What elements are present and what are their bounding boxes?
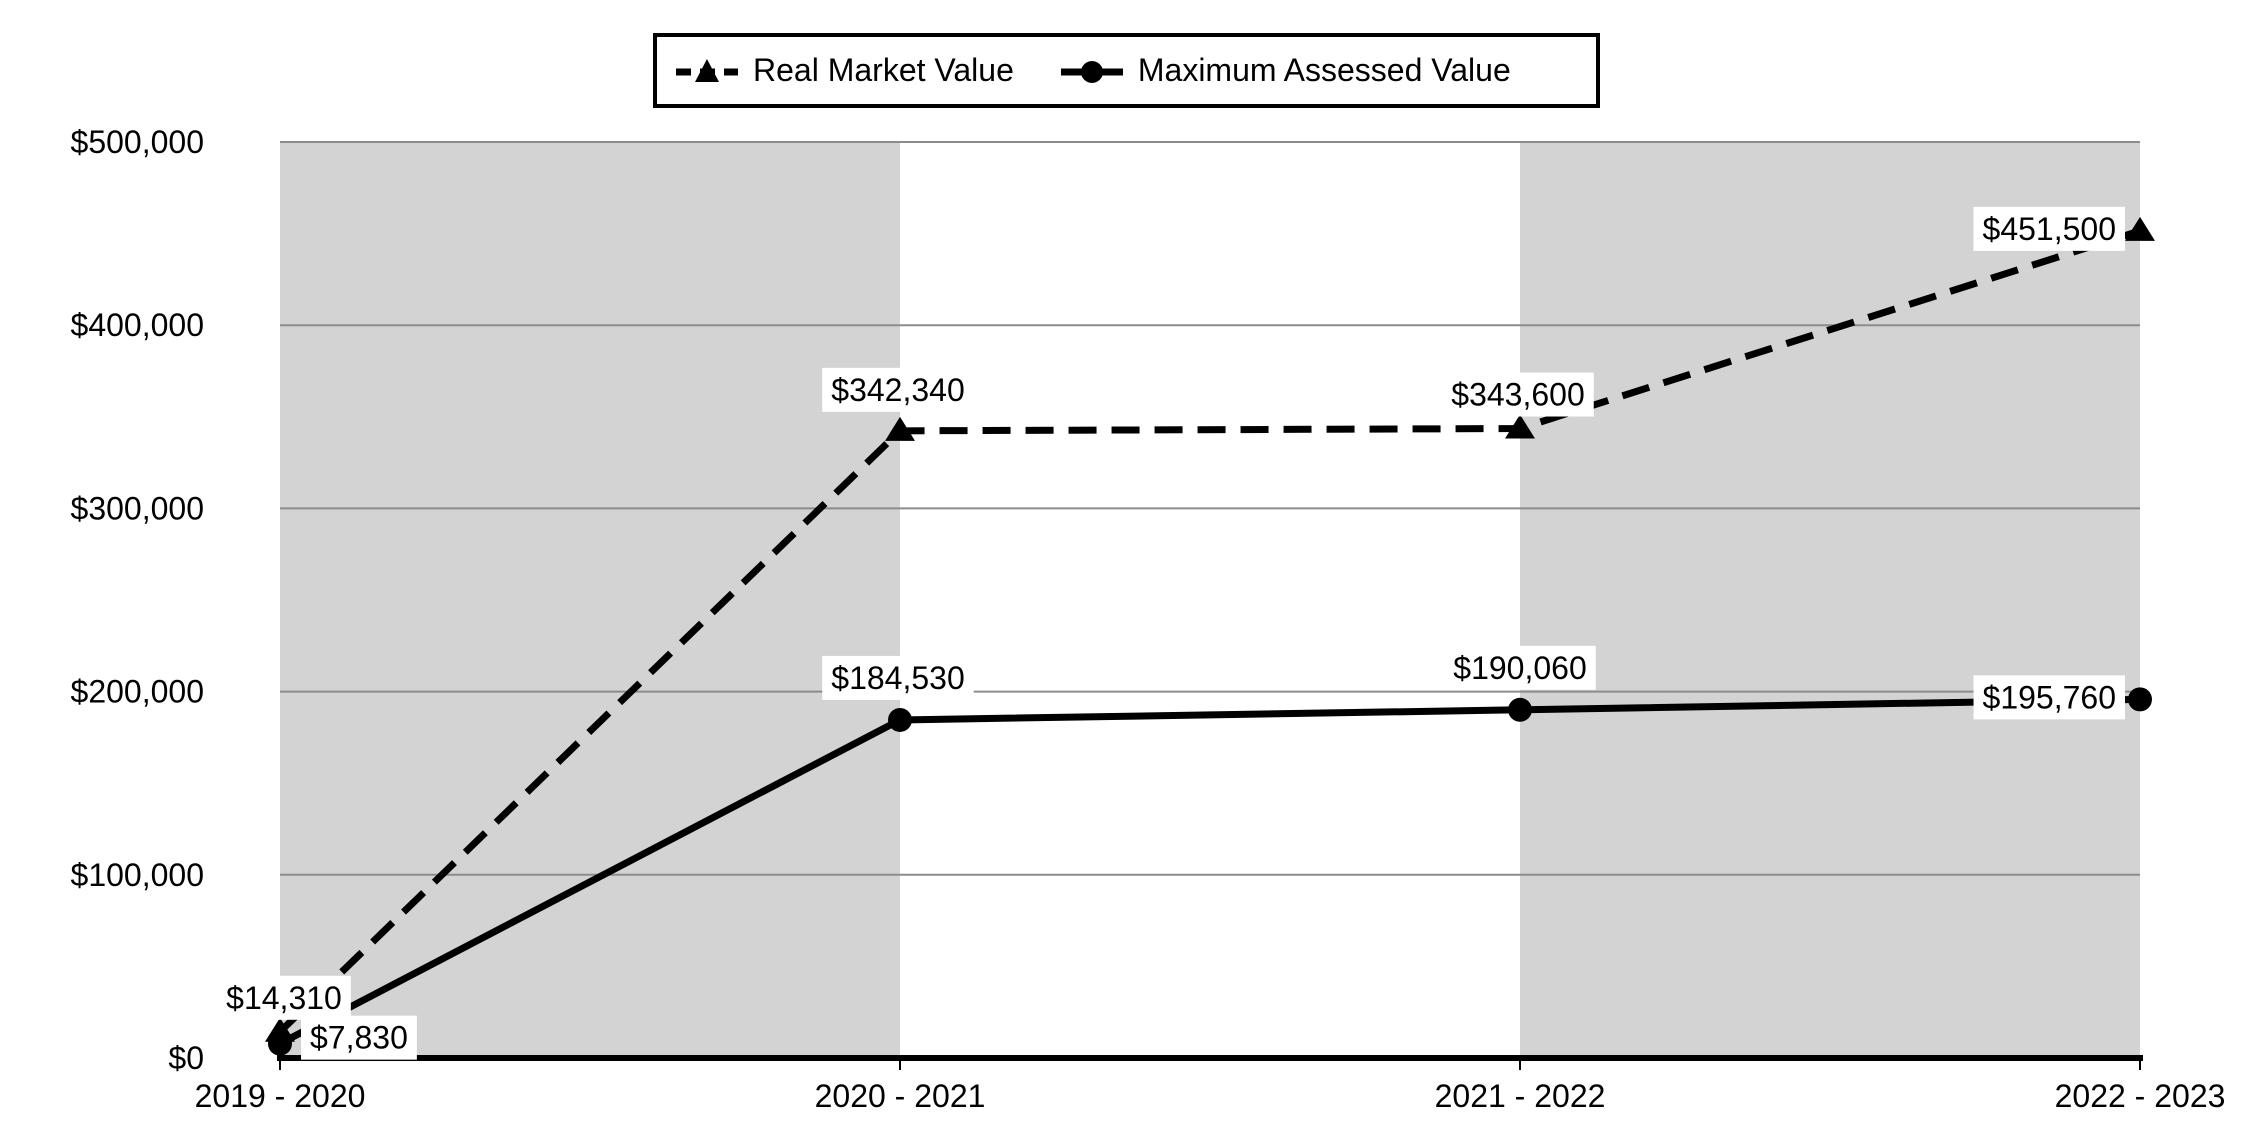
x-axis-label: 2020 - 2021: [815, 1078, 986, 1114]
y-axis-label: $500,000: [71, 124, 204, 160]
series-line-maximum-assessed-value: [278, 695, 2141, 1047]
y-axis-label: $200,000: [71, 674, 204, 710]
data-label: $7,830: [310, 1020, 408, 1056]
legend-item-maximum-assessed-value[interactable]: Maximum Assessed Value: [1060, 52, 1511, 89]
legend-label-real-market-value: Real Market Value: [753, 52, 1014, 88]
circle-marker[interactable]: [268, 1031, 292, 1056]
data-label-bg: [1973, 675, 2125, 720]
data-label: $342,340: [831, 372, 964, 408]
data-label-bg: [822, 367, 974, 412]
data-label: $343,600: [1451, 377, 1584, 413]
data-label-bg: [217, 975, 351, 1020]
plot-band: [1520, 142, 2140, 1058]
circle-marker[interactable]: [1508, 697, 1532, 722]
triangle-marker[interactable]: [2125, 216, 2155, 241]
solid-line-circle-marker-icon: [1060, 60, 1123, 83]
y-axis-label: $300,000: [71, 490, 204, 526]
x-axis-label: 2022 - 2023: [2055, 1078, 2226, 1114]
data-label: $184,530: [831, 660, 964, 696]
data-label: $14,310: [226, 980, 342, 1016]
data-label: $451,500: [1983, 211, 2116, 247]
data-label-bg: [1442, 372, 1594, 417]
data-label-bg: [301, 1015, 417, 1060]
legend: Real Market Value Maximum Assessed Value: [653, 33, 1600, 108]
dashed-line-triangle-marker-icon: [676, 58, 738, 82]
data-label: $195,760: [1983, 679, 2116, 715]
data-label-bg: [1973, 206, 2125, 251]
triangle-marker[interactable]: [1505, 414, 1535, 439]
data-label: $190,060: [1453, 650, 1586, 686]
y-axis-label: $100,000: [71, 857, 204, 893]
legend-label-maximum-assessed-value: Maximum Assessed Value: [1137, 52, 1511, 88]
y-axis-label: $400,000: [71, 307, 204, 343]
circle-marker[interactable]: [2128, 687, 2152, 712]
data-label-bg: [822, 655, 974, 700]
legend-item-real-market-value[interactable]: Real Market Value: [675, 52, 1014, 89]
data-label-bg: [1444, 645, 1596, 690]
plot-band: [280, 142, 900, 1058]
y-axis-label: $0: [168, 1040, 204, 1076]
x-axis-label: 2021 - 2022: [1435, 1078, 1606, 1114]
series-line-real-market-value: [277, 227, 2142, 1035]
x-axis-label: 2019 - 2020: [195, 1078, 366, 1114]
triangle-marker[interactable]: [885, 416, 915, 441]
circle-marker[interactable]: [888, 707, 912, 732]
